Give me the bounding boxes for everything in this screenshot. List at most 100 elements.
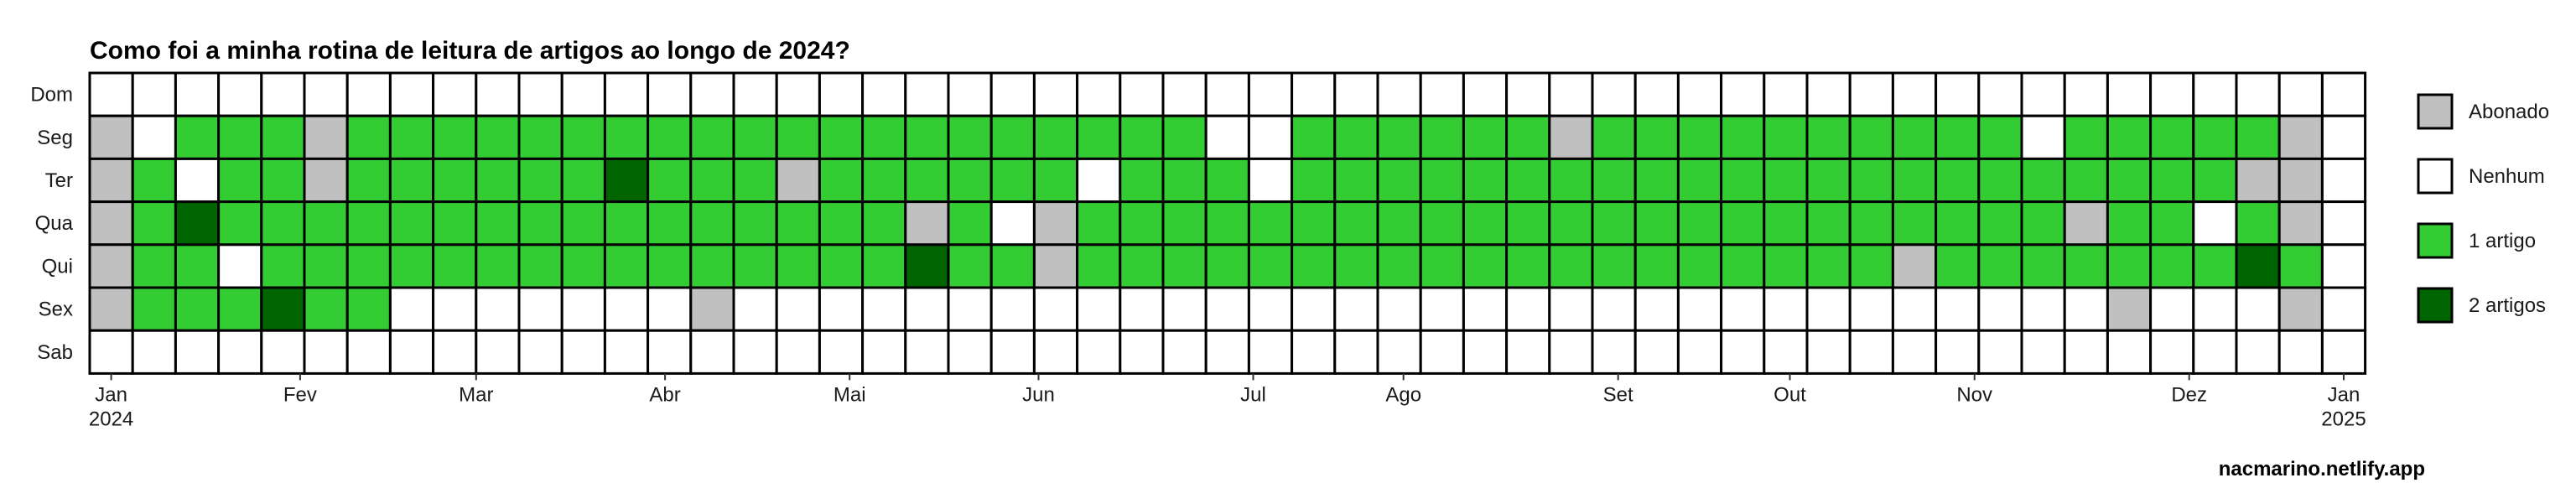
calendar-cell <box>131 114 177 160</box>
calendar-cell <box>603 243 650 289</box>
calendar-cell <box>345 286 392 332</box>
calendar-cell <box>303 200 349 247</box>
calendar-cell <box>1763 200 1809 247</box>
month-label: Jul <box>1240 383 1266 406</box>
calendar-cell <box>1763 329 1809 375</box>
calendar-cell <box>904 286 950 332</box>
calendar-cell <box>1161 286 1208 332</box>
calendar-cell <box>2235 200 2281 247</box>
calendar-cell <box>388 329 435 375</box>
calendar-cell <box>174 71 221 117</box>
calendar-cell <box>2020 243 2066 289</box>
calendar-cell <box>2277 329 2324 375</box>
calendar-cell <box>1977 200 2023 247</box>
calendar-cell <box>1720 114 1766 160</box>
calendar-cell <box>217 71 263 117</box>
calendar-cell <box>2020 200 2066 247</box>
calendar-cell <box>1161 200 1208 247</box>
year-label: 2024 <box>89 408 133 430</box>
calendar-cell <box>1462 243 1509 289</box>
calendar-cell <box>732 286 778 332</box>
calendar-cell <box>1076 157 1122 204</box>
calendar-cell <box>1161 114 1208 160</box>
calendar-cell <box>2063 114 2109 160</box>
calendar-cell <box>1247 243 1294 289</box>
calendar-cell <box>1119 71 1165 117</box>
calendar-cell <box>818 114 865 160</box>
calendar-cell <box>1032 200 1079 247</box>
calendar-cell <box>1333 114 1379 160</box>
calendar-cell <box>1891 286 1938 332</box>
calendar-cell <box>2235 329 2281 375</box>
calendar-cell <box>1291 71 1337 117</box>
calendar-cell <box>88 200 134 247</box>
calendar-cell <box>1333 71 1379 117</box>
calendar-cell <box>1333 157 1379 204</box>
month-label: Jan <box>2328 383 2360 406</box>
calendar-cell <box>1891 200 1938 247</box>
calendar-cell <box>2320 200 2367 247</box>
calendar-cell <box>1676 243 1723 289</box>
calendar-cell <box>1548 114 1594 160</box>
calendar-cell <box>732 243 778 289</box>
calendar-cell <box>303 114 349 160</box>
calendar-cell <box>217 286 263 332</box>
calendar-cell <box>174 329 221 375</box>
calendar-cell <box>1505 157 1551 204</box>
weekday-label: Qua <box>35 212 74 235</box>
calendar-cell <box>2106 157 2153 204</box>
calendar-cell <box>345 71 392 117</box>
year-label: 2025 <box>2321 408 2366 430</box>
calendar-cell <box>1763 114 1809 160</box>
calendar-cell <box>260 114 306 160</box>
calendar-cell <box>88 329 134 375</box>
calendar-cell <box>1247 286 1294 332</box>
calendar-cell <box>174 114 221 160</box>
calendar-cell <box>560 114 606 160</box>
calendar-cell <box>2320 157 2367 204</box>
calendar-cell <box>2235 286 2281 332</box>
calendar-cell <box>1247 157 1294 204</box>
calendar-cell <box>861 114 907 160</box>
calendar-cell <box>1419 71 1465 117</box>
calendar-cell <box>131 71 177 117</box>
calendar-cell <box>1720 200 1766 247</box>
calendar-cell <box>1032 329 1079 375</box>
calendar-cell <box>303 71 349 117</box>
calendar-cell <box>1977 329 2023 375</box>
legend-label: Nenhum <box>2469 165 2545 188</box>
calendar-cell <box>1247 114 1294 160</box>
calendar-cell <box>1462 200 1509 247</box>
calendar-cell <box>2320 286 2367 332</box>
calendar-cell <box>1548 243 1594 289</box>
calendar-cell <box>1462 71 1509 117</box>
calendar-cell <box>1076 329 1122 375</box>
calendar-cell <box>904 200 950 247</box>
calendar-cell <box>1291 114 1337 160</box>
calendar-cell <box>1676 329 1723 375</box>
weekday-labels: Dom Seg Ter Qua Qui Sex Sab <box>30 84 73 364</box>
calendar-cell <box>1805 157 1852 204</box>
legend-swatch <box>2417 93 2454 130</box>
calendar-cell <box>2149 71 2195 117</box>
calendar-cell <box>432 243 478 289</box>
calendar-cell <box>1548 157 1594 204</box>
calendar-cell <box>2192 114 2238 160</box>
weekday-label: Sab <box>37 341 73 364</box>
calendar-cell <box>989 71 1036 117</box>
calendar-cell <box>1376 200 1422 247</box>
calendar-cell <box>1291 157 1337 204</box>
weekday-label: Dom <box>30 84 73 106</box>
calendar-cell <box>1891 157 1938 204</box>
calendar-cell <box>1763 157 1809 204</box>
calendar-cell <box>260 243 306 289</box>
calendar-cell <box>2235 243 2281 289</box>
calendar-cell <box>1548 71 1594 117</box>
calendar-cell <box>818 157 865 204</box>
calendar-cell <box>947 157 993 204</box>
calendar-cell <box>689 71 735 117</box>
calendar-cell <box>345 243 392 289</box>
calendar-cell <box>989 157 1036 204</box>
calendar-cell <box>1591 243 1637 289</box>
